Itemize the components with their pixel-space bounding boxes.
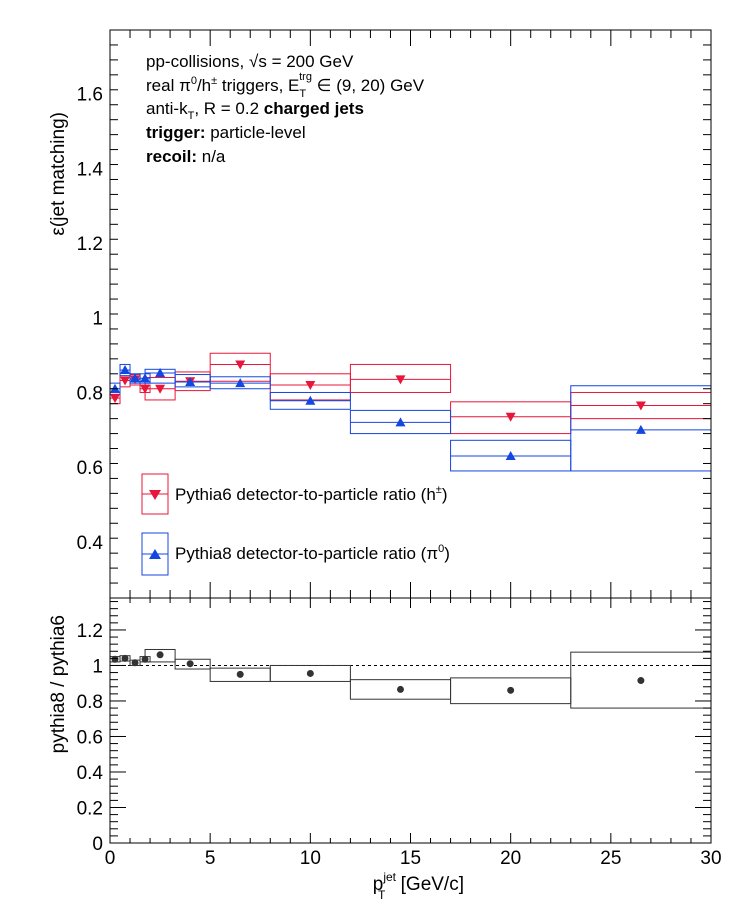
data-point bbox=[140, 384, 151, 394]
legend-marker-triangle-down-icon bbox=[149, 490, 161, 500]
x-tick-label: 15 bbox=[400, 848, 421, 869]
x-tick-label: 5 bbox=[205, 848, 216, 869]
legend-label-pythia8: Pythia8 detector-to-particle ratio (π0) bbox=[175, 543, 450, 563]
y-tick-label-ratio: 1.2 bbox=[77, 621, 103, 642]
info-line-recoil: recoil: n/a bbox=[146, 147, 226, 166]
y-axis-title-ratio: pythia8 / pythia6 bbox=[48, 615, 69, 753]
systematic-boxes-top bbox=[109, 352, 712, 472]
data-point bbox=[505, 412, 516, 422]
info-line-collisions: pp-collisions, √s = 200 GeV bbox=[146, 52, 354, 71]
ratio-point bbox=[396, 685, 404, 693]
legend: Pythia6 detector-to-particle ratio (h±) … bbox=[141, 473, 450, 576]
y-tick-label-top: 1.6 bbox=[77, 85, 103, 106]
y-tick-label-top: 0.8 bbox=[77, 383, 103, 404]
y-tick-label-top: 1 bbox=[92, 309, 103, 330]
data-point bbox=[395, 417, 406, 427]
ratio-point bbox=[306, 669, 314, 677]
data-point bbox=[305, 395, 316, 405]
x-tick-label: 0 bbox=[105, 848, 116, 869]
y-tick-label-ratio: 0 bbox=[92, 834, 103, 855]
data-point bbox=[635, 424, 646, 434]
y-tick-label-ratio: 0.6 bbox=[77, 727, 103, 748]
data-point bbox=[110, 394, 121, 404]
x-tick-label: 10 bbox=[300, 848, 321, 869]
data-point bbox=[235, 360, 246, 370]
data-point bbox=[155, 384, 166, 394]
data-point bbox=[120, 365, 131, 375]
ratio-point bbox=[156, 651, 164, 659]
x-tick-label: 20 bbox=[500, 848, 521, 869]
y-axis-title-top: ε(jet matching) bbox=[48, 112, 69, 236]
x-tick-labels: 0 5 10 15 20 25 30 bbox=[105, 848, 722, 869]
ratio-point bbox=[186, 660, 194, 668]
data-point bbox=[505, 451, 516, 460]
y-tick-label-top: 0.6 bbox=[77, 458, 103, 479]
ratio-panel: 0 0.2 0.4 0.6 0.8 1 1.2 0 5 10 15 20 25 30 pythia8 /… bbox=[48, 597, 722, 902]
data-point bbox=[395, 375, 406, 385]
data-point bbox=[185, 377, 196, 387]
info-text-block: pp-collisions, √s = 200 GeV real π0/h± t… bbox=[146, 52, 425, 166]
ratio-point bbox=[236, 670, 244, 678]
ratio-systematic-box bbox=[269, 664, 351, 682]
info-line-triggers: real π0/h± triggers, ETtrg ∈ (9, 20) GeV bbox=[146, 71, 425, 100]
ratio-point bbox=[111, 655, 119, 663]
y-tick-label-ratio: 0.8 bbox=[77, 692, 103, 713]
y-tick-label-ratio: 0.2 bbox=[77, 798, 103, 819]
ticks-ratio bbox=[109, 598, 712, 844]
plot-frame-ratio bbox=[109, 597, 712, 844]
data-point bbox=[155, 368, 166, 378]
legend-label-pythia6: Pythia6 detector-to-particle ratio (h±) bbox=[175, 484, 448, 504]
data-point bbox=[130, 373, 141, 383]
x-tick-label: 25 bbox=[600, 848, 621, 869]
data-point bbox=[140, 373, 151, 383]
markers-ratio bbox=[111, 651, 645, 694]
systematic-box bbox=[349, 363, 452, 393]
ratio-point bbox=[131, 659, 139, 667]
data-point bbox=[120, 376, 131, 386]
x-axis-title: pjet T [GeV/c] bbox=[373, 870, 464, 902]
x-tick-label: 30 bbox=[700, 848, 721, 869]
y-tick-label-top: 0.4 bbox=[77, 533, 104, 554]
ratio-point bbox=[141, 655, 149, 663]
info-line-trigger-level: trigger: particle-level bbox=[146, 123, 306, 142]
systematic-boxes-ratio bbox=[109, 648, 712, 709]
legend-marker-triangle-up-icon bbox=[149, 549, 161, 559]
y-tick-label-ratio: 1 bbox=[92, 656, 103, 677]
y-tick-label-top: 1.4 bbox=[77, 159, 104, 180]
ratio-point bbox=[121, 654, 129, 662]
markers-top bbox=[110, 360, 646, 460]
y-tick-label-top: 1.2 bbox=[77, 234, 103, 255]
ratio-point bbox=[637, 677, 645, 685]
y-tick-labels-top: 0.4 0.6 0.8 1 1.2 1.4 1.6 bbox=[77, 85, 104, 554]
data-point bbox=[305, 381, 316, 390]
ratio-systematic-box bbox=[144, 648, 176, 663]
y-tick-labels-ratio: 0 0.2 0.4 0.6 0.8 1 1.2 bbox=[77, 621, 104, 855]
y-tick-label-ratio: 0.4 bbox=[77, 763, 104, 784]
ratio-point bbox=[507, 686, 515, 694]
data-point bbox=[635, 401, 646, 411]
data-point bbox=[235, 378, 246, 388]
ratio-systematic-box bbox=[174, 658, 211, 670]
efficiency-panel: 0.4 0.6 0.8 1 1.2 1.4 1.6 ε(jet matching) pp-c… bbox=[48, 29, 712, 599]
info-line-jets: anti-kT, R = 0.2 charged jets bbox=[146, 99, 364, 122]
